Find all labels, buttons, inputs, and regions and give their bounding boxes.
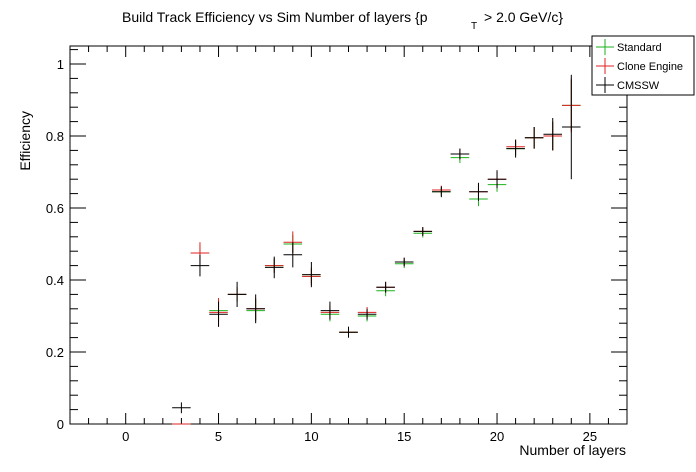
series-cmssw bbox=[172, 74, 581, 414]
chart-title-subscript: T bbox=[471, 21, 477, 32]
data-point bbox=[339, 326, 358, 338]
data-point bbox=[246, 294, 265, 324]
y-tick-label: 0.4 bbox=[46, 273, 64, 288]
legend-entry: Clone Engine bbox=[596, 58, 683, 74]
data-point bbox=[376, 281, 395, 293]
data-point bbox=[172, 402, 191, 414]
x-tick-label: 10 bbox=[304, 429, 318, 444]
data-point bbox=[320, 301, 340, 320]
legend-entry: CMSSW bbox=[596, 77, 660, 93]
legend-label: Clone Engine bbox=[617, 61, 683, 73]
data-point bbox=[543, 118, 563, 151]
data-point bbox=[450, 148, 470, 160]
x-tick-label: 5 bbox=[215, 429, 222, 444]
y-axis-label: Efficiency bbox=[17, 111, 33, 171]
data-point bbox=[469, 182, 488, 201]
data-point bbox=[506, 139, 525, 158]
chart-title: Build Track Efficiency vs Sim Number of … bbox=[122, 9, 428, 25]
data-point bbox=[264, 256, 284, 279]
x-axis-label: Number of layers bbox=[519, 442, 626, 458]
x-tick-label: 0 bbox=[122, 429, 129, 444]
y-tick-label: 0 bbox=[57, 417, 64, 432]
data-point bbox=[487, 170, 507, 189]
data-point bbox=[209, 301, 228, 327]
data-point bbox=[394, 257, 414, 267]
x-tick-label: 20 bbox=[490, 429, 504, 444]
data-point bbox=[283, 242, 303, 268]
legend-label: Standard bbox=[617, 42, 662, 54]
data-point bbox=[227, 281, 247, 307]
legend: Standard Clone Engine CMSSW bbox=[591, 35, 695, 96]
x-tick-labels: 0 5 10 15 20 25 bbox=[122, 429, 597, 444]
data-point bbox=[524, 127, 544, 149]
y-tick-label: 0.2 bbox=[46, 345, 64, 360]
data-point bbox=[432, 186, 451, 198]
data-point bbox=[357, 308, 377, 320]
data-point bbox=[562, 74, 581, 180]
x-tick-label: 15 bbox=[397, 429, 411, 444]
x-tick-label: 25 bbox=[583, 429, 597, 444]
y-tick-label: 0.6 bbox=[46, 201, 64, 216]
data-point bbox=[190, 254, 210, 277]
data-point bbox=[413, 227, 433, 236]
data-point bbox=[302, 262, 321, 288]
legend-label: CMSSW bbox=[617, 80, 660, 92]
chart-title-rest: > 2.0 GeV/c} bbox=[484, 9, 563, 25]
y-tick-labels: 0 0.2 0.4 0.6 0.8 1 bbox=[46, 57, 64, 432]
y-tick-label: 1 bbox=[57, 57, 64, 72]
legend-entry: Standard bbox=[596, 39, 662, 55]
y-tick-label: 0.8 bbox=[46, 129, 64, 144]
data-marks bbox=[172, 74, 581, 425]
